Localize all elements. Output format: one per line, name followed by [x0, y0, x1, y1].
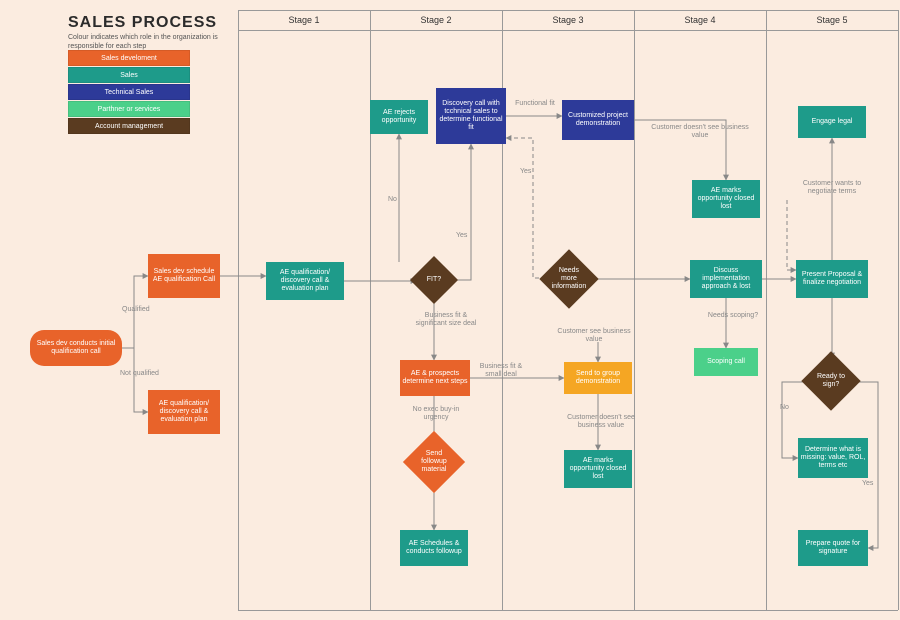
flow-node-reject: AE rejects opportunity [370, 100, 428, 134]
edge-label: Business fit & significant size deal [411, 312, 481, 328]
edge-label: Needs scoping? [698, 312, 768, 320]
flow-node-group: Send to group demonstration [564, 362, 632, 394]
flow-node-scope: Scoping call [694, 348, 758, 376]
flow-node-follow: AE Schedules & conducts followup [400, 530, 468, 566]
edge-label: Qualified [122, 306, 150, 314]
edge-label: Customer see business value [554, 328, 634, 344]
flow-node-prop: Present Proposal & finalize negotiation [796, 260, 868, 298]
edge-label: Yes [862, 480, 873, 488]
flow-node-impl: Discuss implementation approach & lost [690, 260, 762, 298]
edge-label: No exec buy-in urgency [406, 406, 466, 422]
flow-node-custom: Customized project demonstration [562, 100, 634, 140]
edge-label: Business fit & small deal [476, 363, 526, 379]
flow-node-next: AE & prospects determine next steps [400, 360, 470, 396]
flow-node-quote: Prepare quote for signature [798, 530, 868, 566]
flow-node-notqual: AE qualification/ discovery call & evalu… [148, 390, 220, 434]
edge-label: No [780, 404, 789, 412]
edge-label: Yes [456, 232, 467, 240]
edge-label: Customer wants to negotiate terms [792, 180, 872, 196]
edge-label: Customer doesn't see business value [556, 414, 646, 430]
edge-label: Customer doesn't see business value [650, 124, 750, 140]
flow-node-start: Sales dev conducts initial qualification… [30, 330, 122, 366]
edge-label: Not qualified [120, 370, 159, 378]
flow-node-disc: Discovery call with tcchnical sales to d… [436, 88, 506, 144]
flow-node-legal: Engage legal [798, 106, 866, 138]
edge-label: Yes [520, 168, 531, 176]
flow-node-aequal: AE qualification/ discovery call & evalu… [266, 262, 344, 300]
flow-node-lost4: AE marks opportunity closed lost [692, 180, 760, 218]
edge-label: Functional fit [510, 100, 560, 108]
sales-process-flowchart: { "canvas":{"w":900,"h":620,"background"… [0, 0, 900, 620]
flow-node-lost3: AE marks opportunity closed lost [564, 450, 632, 488]
flow-node-sched: Sales dev schedule AE qualification Call [148, 254, 220, 298]
flow-node-det: Determine what is missing: value, ROL, t… [798, 438, 868, 478]
edge-label: No [388, 196, 397, 204]
